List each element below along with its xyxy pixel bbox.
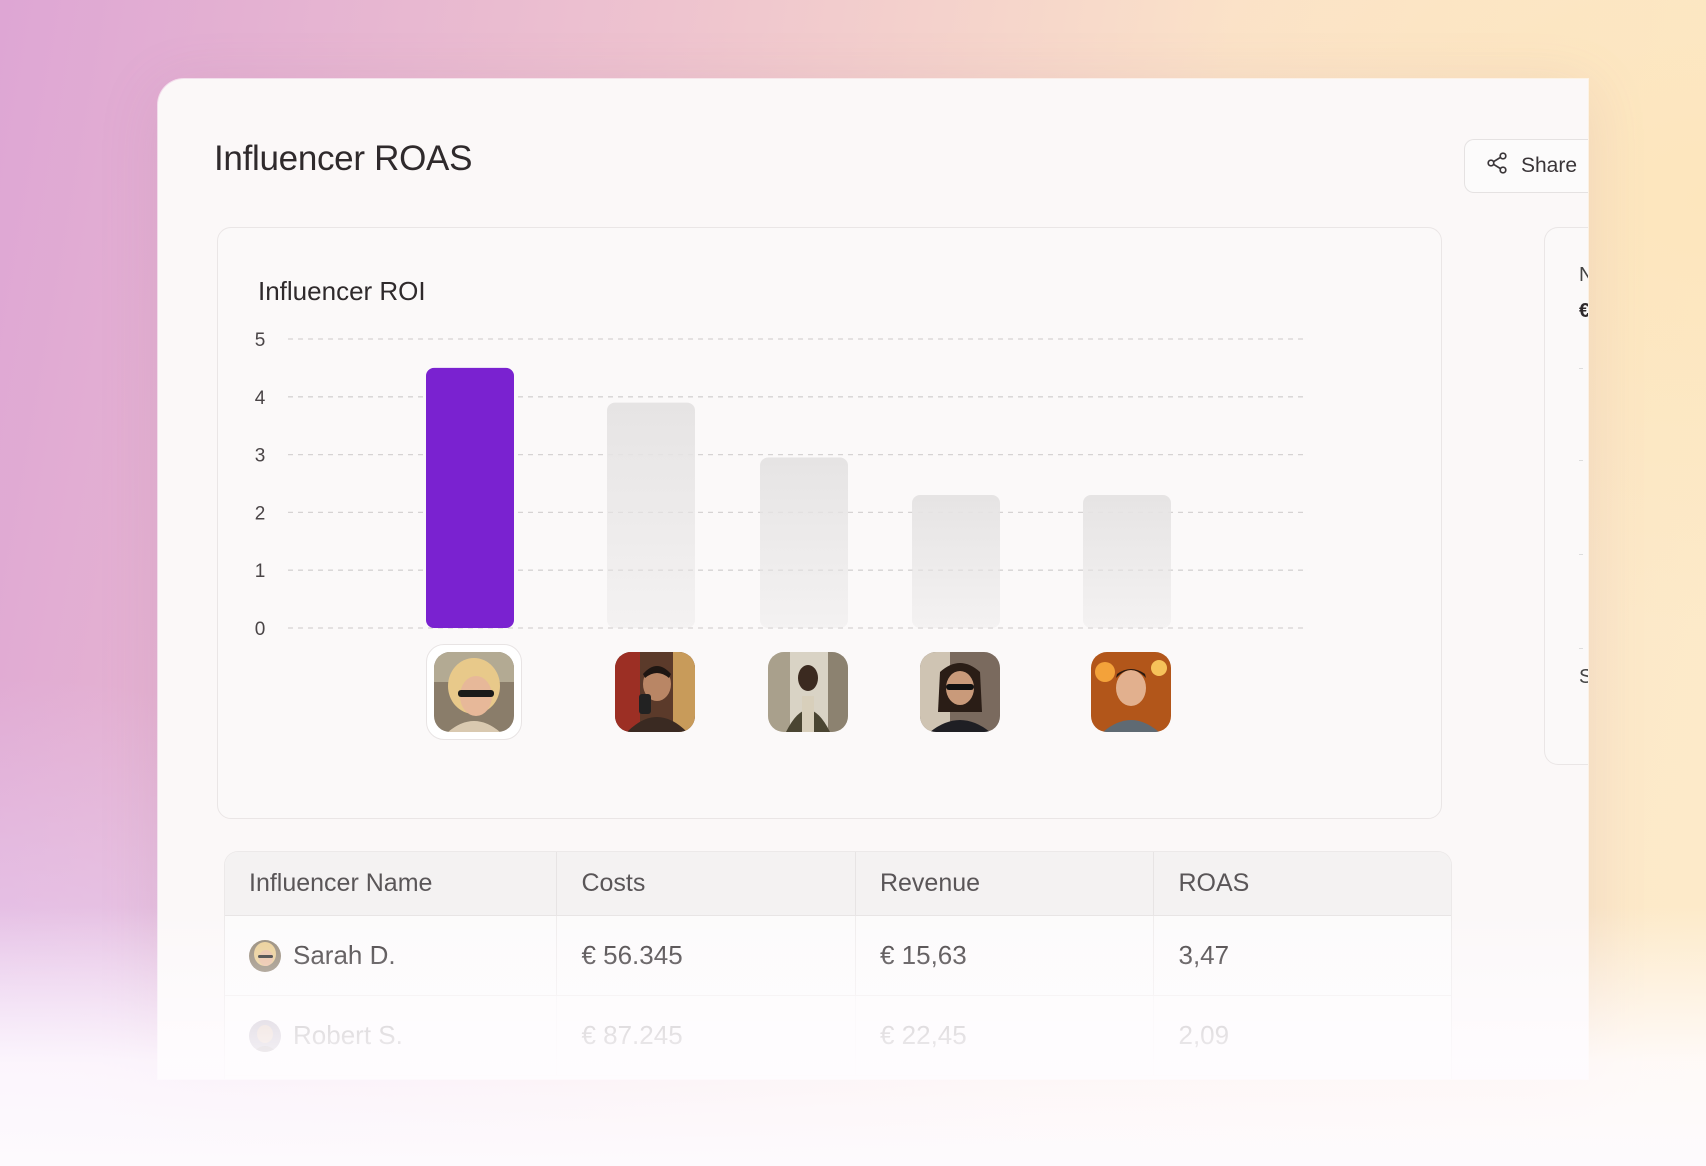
- dashboard-window: Influencer ROAS Share Influencer ROI 0 1 2…: [158, 79, 1588, 1079]
- side-card-gridline: [1579, 460, 1583, 461]
- side-card-gridline: [1579, 648, 1583, 649]
- influencer-name: Robert S.: [293, 1020, 403, 1050]
- table-row[interactable]: Sarah D. € 56.345 € 15,63 3,47: [225, 916, 1451, 996]
- share-label: Share: [1521, 154, 1578, 177]
- bar-1[interactable]: [426, 367, 514, 628]
- avatar: [249, 1019, 281, 1052]
- side-card-gridline: [1579, 554, 1583, 555]
- header-influencer-name[interactable]: Influencer Name: [225, 852, 558, 915]
- bar-4[interactable]: [912, 495, 1000, 628]
- cell-name: Robert S.: [225, 996, 558, 1075]
- bar-2[interactable]: [607, 402, 695, 628]
- y-tick-label: 1: [255, 561, 266, 582]
- avatar: [249, 939, 281, 972]
- bar-5[interactable]: [1083, 495, 1171, 628]
- influencer-avatar-2[interactable]: [615, 652, 695, 732]
- cell-costs: € 87.245: [557, 996, 856, 1075]
- cell-roas: 2,09: [1178, 1020, 1230, 1050]
- cell-costs: € 56.345: [557, 916, 856, 995]
- table-row[interactable]: Robert S. € 87.245 € 22,45 2,09: [225, 996, 1451, 1076]
- side-summary-card: N € S: [1544, 227, 1588, 765]
- side-card-label: N: [1579, 264, 1588, 286]
- influencer-avatar-1[interactable]: [434, 652, 514, 732]
- page-title: Influencer ROAS: [214, 139, 473, 178]
- y-tick-label: 0: [255, 619, 266, 640]
- roi-bar-chart: 0 1 2 3 4 5: [255, 330, 1303, 640]
- table-header: Influencer Name Costs Revenue ROAS: [225, 852, 1451, 916]
- chart-card: Influencer ROI 0 1 2 3 4 5: [217, 227, 1442, 819]
- share-button[interactable]: Share: [1464, 139, 1588, 193]
- cell-revenue: € 22,45: [856, 996, 1155, 1075]
- chart-title: Influencer ROI: [258, 276, 426, 306]
- influencer-name: Sarah D.: [293, 940, 396, 970]
- y-tick-label: 5: [255, 330, 266, 351]
- cell-revenue: € 15,63: [856, 916, 1155, 995]
- influencer-avatar-3[interactable]: [768, 652, 848, 732]
- bar-3[interactable]: [760, 457, 848, 628]
- y-tick-label: 3: [255, 446, 266, 467]
- y-tick-label: 4: [255, 388, 266, 409]
- influencer-table: Influencer Name Costs Revenue ROAS Sarah…: [224, 851, 1452, 1079]
- cell-name: Sarah D.: [225, 916, 558, 995]
- side-card-footer: S: [1579, 666, 1588, 688]
- influencer-avatar-4[interactable]: [920, 652, 1000, 732]
- y-tick-label: 2: [255, 503, 266, 524]
- header-roas[interactable]: ROAS: [1178, 869, 1250, 897]
- influencer-avatar-5[interactable]: [1091, 652, 1171, 732]
- side-card-gridline: [1579, 368, 1583, 369]
- share-icon: [1485, 151, 1509, 181]
- side-card-value: €: [1579, 300, 1588, 322]
- header-revenue[interactable]: Revenue: [856, 852, 1155, 915]
- header-costs[interactable]: Costs: [557, 852, 856, 915]
- cell-roas: 3,47: [1178, 940, 1230, 970]
